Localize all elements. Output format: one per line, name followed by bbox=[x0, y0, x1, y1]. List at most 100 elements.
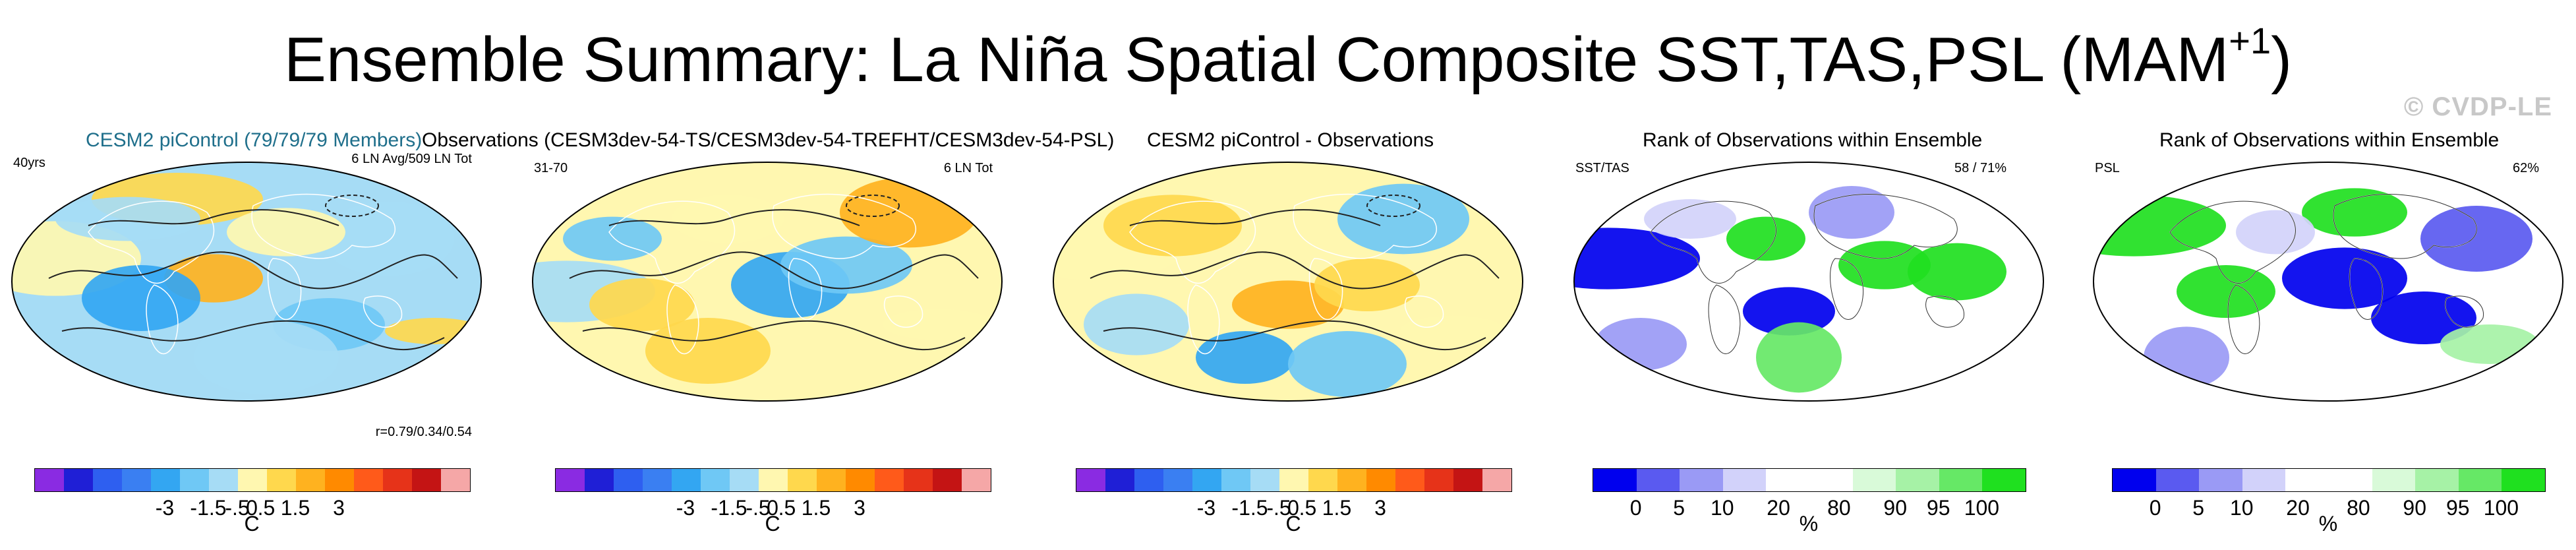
colorbar-swatch bbox=[1279, 469, 1308, 491]
colorbar-tick-label: -3 bbox=[155, 496, 175, 520]
figure-title-superscript: +1 bbox=[2229, 20, 2271, 61]
colorbar-swatch bbox=[1680, 469, 1723, 491]
colorbar-swatch bbox=[846, 469, 875, 491]
colorbar-swatch bbox=[1221, 469, 1250, 491]
colorbar-swatch bbox=[643, 469, 672, 491]
colorbar-swatch bbox=[1453, 469, 1482, 491]
colorbar-swatch bbox=[585, 469, 614, 491]
panel-title: Rank of Observations within Ensemble bbox=[1643, 129, 1983, 151]
colorbar-swatch bbox=[672, 469, 701, 491]
panel-title: CESM2 piControl (79/79/79 Members) bbox=[86, 129, 423, 151]
panel-right-tag: 58 / 71% bbox=[1954, 161, 2006, 175]
colorbar-swatch bbox=[614, 469, 643, 491]
pattern-correlation: r=0.79/0.34/0.54 bbox=[375, 425, 472, 439]
panel-observations: Observations (CESM3dev-54-TS/CESM3dev-54… bbox=[422, 129, 1114, 535]
colorbar-swatch bbox=[2285, 469, 2329, 491]
map-field bbox=[12, 162, 481, 401]
colorbar-swatch bbox=[1766, 469, 1809, 491]
colorbar-swatch bbox=[122, 469, 151, 491]
colorbar-tick-label: -3 bbox=[676, 496, 695, 520]
colorbar-swatch bbox=[1134, 469, 1163, 491]
colorbar-swatch bbox=[2502, 469, 2545, 491]
colorbar-tick-label: 100 bbox=[1964, 496, 2000, 520]
colorbar-swatch bbox=[1308, 469, 1337, 491]
colorbar-swatch bbox=[1636, 469, 1680, 491]
panel-right-tag: 62% bbox=[2512, 161, 2539, 175]
credit-watermark: © CVDP-LE bbox=[2403, 92, 2552, 121]
map-outline bbox=[1573, 162, 2044, 402]
colorbar-tick-label: 80 bbox=[1827, 496, 1851, 520]
panel-difference: CESM2 piControl - Observations -3 -1.5 -.5… bbox=[1051, 129, 1525, 535]
colorbar-swatch bbox=[1105, 469, 1134, 491]
colorbar-swatch bbox=[296, 469, 325, 491]
colorbar-tick-label: 100 bbox=[2483, 496, 2519, 520]
panel-rank-sst-tas: Rank of Observations within Ensemble SST… bbox=[1571, 129, 2046, 535]
colorbar-swatch bbox=[2458, 469, 2502, 491]
colorbar-swatch bbox=[1722, 469, 1767, 491]
colorbar-swatch bbox=[1809, 469, 1853, 491]
panel-right-tag: 6 LN Avg/509 LN Tot bbox=[351, 152, 472, 166]
colorbar-swatch bbox=[730, 469, 759, 491]
colorbar bbox=[555, 468, 991, 492]
colorbar-swatch bbox=[151, 469, 180, 491]
figure-title-close: ) bbox=[2271, 24, 2293, 95]
colorbar-tick-label: 3 bbox=[333, 496, 345, 520]
colorbar-tick-label: 3 bbox=[1374, 496, 1386, 520]
colorbar-swatch bbox=[817, 469, 846, 491]
colorbar-swatch bbox=[2328, 469, 2372, 491]
colorbar-tick-label: -.5 bbox=[1266, 496, 1291, 520]
colorbar-tick-label: 3 bbox=[854, 496, 865, 520]
colorbar-swatch bbox=[1337, 469, 1366, 491]
colorbar-swatch bbox=[2372, 469, 2416, 491]
colorbar-unit: % bbox=[2318, 512, 2338, 535]
colorbar-swatch bbox=[35, 469, 64, 491]
colorbar-swatch bbox=[1482, 469, 1511, 491]
colorbar-swatch bbox=[2415, 469, 2459, 491]
panel-left-tag: 31-70 bbox=[534, 161, 568, 175]
colorbar-swatch bbox=[64, 469, 93, 491]
colorbar-swatch bbox=[2155, 469, 2200, 491]
colorbar-swatch bbox=[1250, 469, 1279, 491]
colorbar-swatch bbox=[1163, 469, 1192, 491]
colorbar-tick-label: 0 bbox=[246, 496, 258, 520]
map-field bbox=[533, 162, 1002, 401]
panel-rank-psl: Rank of Observations within Ensemble PSL… bbox=[2091, 129, 2565, 535]
colorbar-swatch bbox=[1424, 469, 1453, 491]
colorbar-swatch bbox=[1939, 469, 1983, 491]
colorbar-swatch bbox=[788, 469, 817, 491]
panel-left-tag: PSL bbox=[2095, 161, 2120, 175]
colorbar-tick-label: 90 bbox=[2403, 496, 2426, 520]
colorbar-tick-label: 1.5 bbox=[801, 496, 831, 520]
colorbar-swatch bbox=[2113, 469, 2156, 491]
map-outline bbox=[2093, 162, 2563, 402]
colorbar bbox=[34, 468, 471, 492]
colorbar-tick-label: 95 bbox=[2446, 496, 2470, 520]
colorbar-tick-label: 0 bbox=[1287, 496, 1299, 520]
colorbar-tick-label: 95 bbox=[1927, 496, 1950, 520]
colorbar-tick-label: -3 bbox=[1196, 496, 1216, 520]
colorbar bbox=[1076, 468, 1512, 492]
panel-title: Rank of Observations within Ensemble bbox=[2159, 129, 2500, 151]
world-map bbox=[1053, 162, 1523, 402]
colorbar-tick-label: -.5 bbox=[746, 496, 771, 520]
colorbar-swatch bbox=[267, 469, 296, 491]
colorbar-unit: C bbox=[765, 512, 780, 535]
map-outline bbox=[11, 162, 482, 402]
colorbar-swatch bbox=[1982, 469, 2026, 491]
colorbar-swatch bbox=[93, 469, 122, 491]
colorbar-tick-label: .5 bbox=[257, 496, 276, 520]
colorbar-swatch bbox=[933, 469, 962, 491]
colorbar-tick-label: 90 bbox=[1883, 496, 1907, 520]
colorbar-swatch bbox=[962, 469, 991, 491]
colorbar-swatch bbox=[1076, 469, 1105, 491]
colorbar-swatch bbox=[759, 469, 788, 491]
panel-title: CESM2 piControl - Observations bbox=[1147, 129, 1434, 151]
colorbar-swatch bbox=[354, 469, 383, 491]
colorbar-unit: % bbox=[1799, 512, 1819, 535]
colorbar bbox=[2112, 468, 2546, 492]
colorbar-tick-label: 80 bbox=[2347, 496, 2370, 520]
colorbar-tick-label: 5 bbox=[1673, 496, 1685, 520]
colorbar-swatch bbox=[412, 469, 441, 491]
colorbar-swatch bbox=[209, 469, 238, 491]
map-field bbox=[1574, 162, 2043, 401]
